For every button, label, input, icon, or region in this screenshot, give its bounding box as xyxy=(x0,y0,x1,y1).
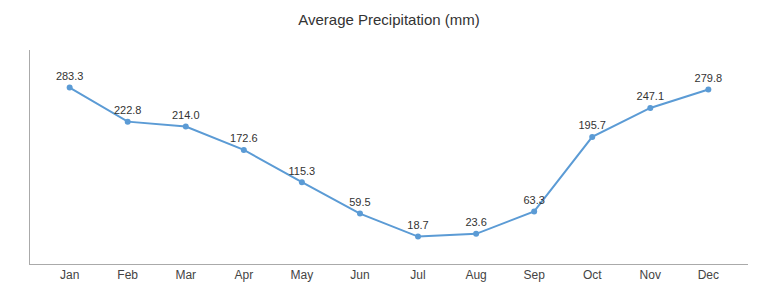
svg-text:Aug: Aug xyxy=(465,268,486,282)
svg-text:Oct: Oct xyxy=(583,268,602,282)
svg-text:172.6: 172.6 xyxy=(230,132,258,144)
svg-text:Dec: Dec xyxy=(698,268,719,282)
svg-text:247.1: 247.1 xyxy=(637,90,665,102)
svg-text:Sep: Sep xyxy=(523,268,545,282)
svg-text:Jul: Jul xyxy=(410,268,425,282)
svg-text:Apr: Apr xyxy=(234,268,253,282)
svg-text:115.3: 115.3 xyxy=(289,165,316,177)
svg-text:Jan: Jan xyxy=(60,268,79,282)
svg-text:Average Precipitation (mm): Average Precipitation (mm) xyxy=(298,11,479,28)
svg-text:18.7: 18.7 xyxy=(407,219,428,231)
svg-text:Nov: Nov xyxy=(640,268,661,282)
svg-text:May: May xyxy=(291,268,314,282)
svg-text:214.0: 214.0 xyxy=(172,109,200,121)
svg-text:Jun: Jun xyxy=(350,268,369,282)
svg-text:63.3: 63.3 xyxy=(523,194,544,206)
svg-text:195.7: 195.7 xyxy=(578,119,606,131)
svg-text:279.8: 279.8 xyxy=(695,72,723,84)
svg-text:59.5: 59.5 xyxy=(349,196,370,208)
svg-text:283.3: 283.3 xyxy=(56,70,84,82)
svg-text:Feb: Feb xyxy=(117,268,138,282)
svg-text:Mar: Mar xyxy=(175,268,196,282)
svg-text:222.8: 222.8 xyxy=(114,104,142,116)
svg-text:23.6: 23.6 xyxy=(465,216,486,228)
